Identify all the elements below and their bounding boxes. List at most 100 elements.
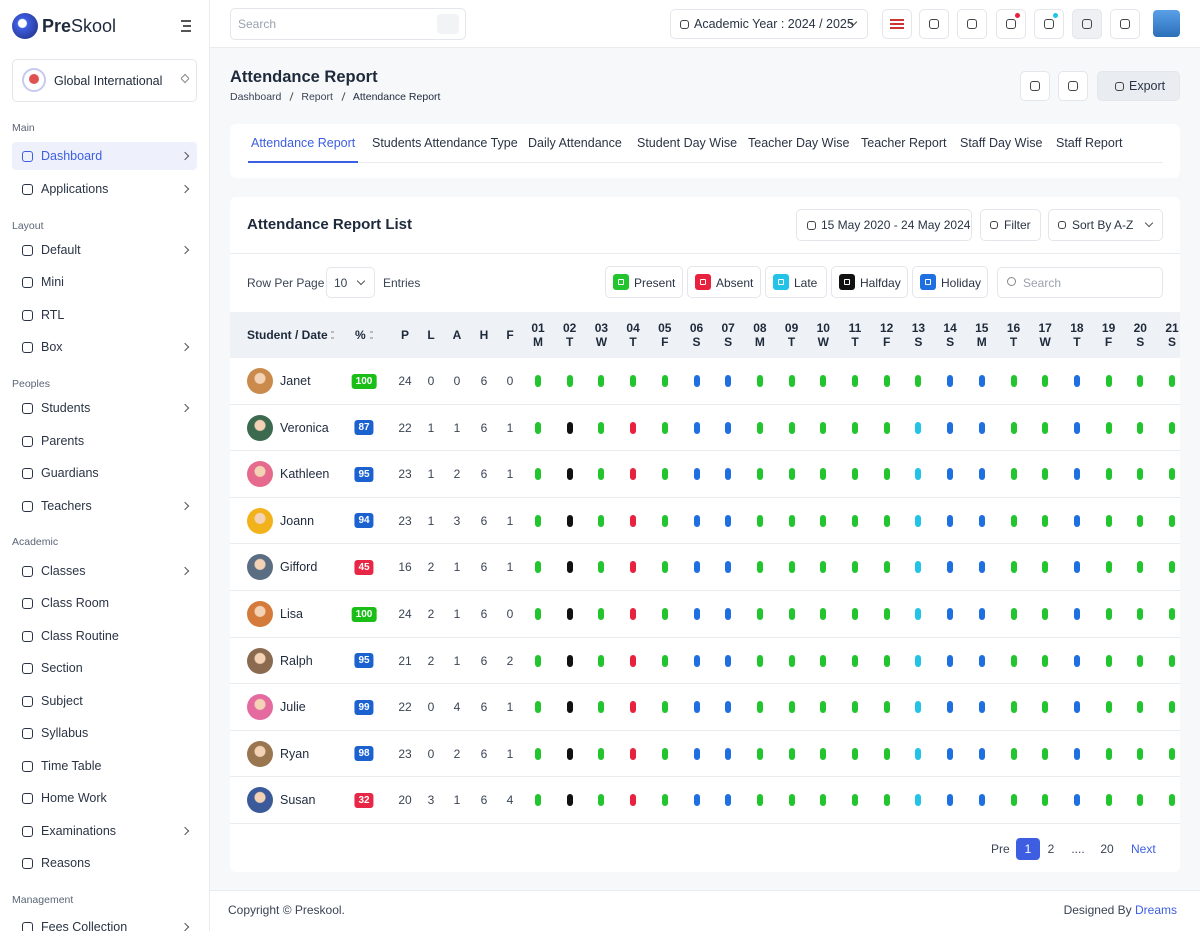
student-name[interactable]: Veronica [280, 420, 329, 435]
sidebar-item[interactable]: Fees Collection [41, 920, 128, 931]
message-dot [1053, 13, 1058, 18]
day-weekday: F [883, 335, 891, 349]
attendance-dot [756, 514, 763, 527]
header-icon-button[interactable] [996, 9, 1026, 39]
student-avatar [247, 368, 273, 394]
sidebar-item[interactable]: Reasons [41, 856, 91, 870]
header-icon-button[interactable] [919, 9, 949, 39]
sidebar-item[interactable]: Students [41, 401, 91, 415]
count-cell: 1 [453, 607, 461, 621]
header-icon-button[interactable] [957, 9, 987, 39]
attendance-dot [725, 514, 732, 527]
attendance-dot [661, 654, 668, 667]
day-number: 21 [1165, 321, 1179, 335]
attendance-dot [915, 701, 922, 714]
student-name[interactable]: Kathleen [280, 467, 330, 482]
sort-button[interactable] [1048, 209, 1163, 241]
pagination-page[interactable]: .... [1071, 842, 1085, 856]
tab[interactable]: Teacher Day Wise [748, 136, 850, 150]
student-name[interactable]: Janet [280, 374, 311, 388]
sidebar-item[interactable]: RTL [41, 308, 65, 322]
sidebar-item[interactable]: Box [41, 340, 63, 354]
sidebar-item[interactable]: Dashboard [41, 149, 103, 163]
date-range-button[interactable] [796, 209, 972, 241]
student-name[interactable]: Joann [280, 513, 315, 528]
attendance-dot [535, 375, 541, 387]
student-name[interactable]: Ryan [280, 746, 310, 761]
pagination-page[interactable]: 1 [1024, 842, 1032, 856]
pagination-next[interactable]: Next [1131, 842, 1156, 856]
attendance-dot [566, 747, 573, 760]
attendance-dot [725, 421, 732, 434]
tabs-baseline [248, 162, 1163, 163]
header-icon-button[interactable] [1034, 9, 1064, 39]
attendance-dot [915, 794, 922, 807]
sidebar-item[interactable]: Applications [41, 182, 109, 196]
tab[interactable]: Teacher Report [861, 136, 947, 150]
attendance-dot [756, 561, 763, 574]
student-avatar [247, 787, 273, 814]
icon [21, 792, 33, 804]
tab[interactable]: Staff Day Wise [960, 136, 1043, 150]
tab[interactable]: Attendance Report [251, 136, 356, 150]
search-icon [1007, 277, 1016, 286]
tab[interactable]: Students Attendance Type [372, 136, 518, 150]
count-cell: 1 [453, 560, 461, 575]
breadcrumb-item[interactable]: Dashboard [230, 91, 282, 103]
sidebar-item[interactable]: Examinations [41, 824, 117, 838]
day-weekday: S [1136, 335, 1145, 349]
sidebar-section-label: Academic [12, 536, 59, 548]
attendance-dot [630, 747, 637, 760]
print-button[interactable] [1058, 71, 1088, 101]
tab[interactable]: Student Day Wise [637, 136, 738, 150]
student-name[interactable]: Ralph [280, 653, 313, 668]
attendance-dot [978, 421, 985, 434]
pagination-prev[interactable]: Pre [991, 842, 1010, 856]
search-box[interactable] [230, 8, 466, 40]
refresh-button[interactable] [1020, 71, 1050, 101]
sidebar-item[interactable]: Section [41, 661, 83, 675]
notification-dot [1015, 13, 1020, 18]
day-number: 10 [816, 321, 830, 335]
sidebar-item[interactable]: Mini [41, 275, 64, 289]
sidebar-item[interactable]: Home Work [41, 791, 107, 805]
rows-per-page-select[interactable] [326, 267, 375, 298]
pagination-page[interactable]: 2 [1047, 842, 1055, 856]
sidebar-item[interactable]: Parents [41, 434, 85, 448]
sidebar-item[interactable]: Class Room [41, 596, 110, 610]
sidebar-item[interactable]: Classes [41, 564, 86, 578]
count-cell: 3 [427, 793, 435, 808]
tab[interactable]: Daily Attendance [528, 136, 622, 150]
student-name[interactable]: Gifford [280, 560, 318, 575]
sidebar-item[interactable]: Subject [41, 694, 83, 708]
attendance-dot [1010, 608, 1017, 620]
sidebar-item[interactable]: Class Routine [41, 629, 119, 643]
table-search[interactable] [997, 267, 1163, 298]
header-icon-button[interactable] [1072, 9, 1102, 39]
column-header[interactable]: % [355, 328, 366, 342]
column-header[interactable]: Student / Date [247, 328, 328, 342]
sidebar-item[interactable]: Time Table [41, 759, 102, 773]
breadcrumb-item[interactable]: Report [301, 91, 333, 103]
sidebar-item[interactable]: Default [41, 243, 81, 257]
day-number: 16 [1006, 321, 1021, 335]
student-name[interactable]: Lisa [280, 607, 303, 621]
breadcrumb-item: Attendance Report [352, 91, 441, 103]
header-icon-button[interactable] [1110, 9, 1140, 39]
designer-link[interactable]: Dreams [1134, 903, 1177, 917]
sidebar-item[interactable]: Teachers [41, 499, 92, 513]
tab[interactable]: Staff Report [1056, 136, 1123, 150]
icon [967, 19, 977, 29]
percent-badge: 98 [354, 746, 374, 762]
attendance-dot [1137, 747, 1144, 760]
export-button[interactable] [1097, 71, 1180, 101]
sidebar-item[interactable]: Syllabus [41, 726, 89, 740]
attendance-dot [756, 468, 763, 481]
academic-year[interactable] [670, 9, 868, 39]
sidebar-item[interactable]: Guardians [41, 466, 99, 480]
pagination-page[interactable]: 20 [1100, 842, 1114, 856]
student-name[interactable]: Julie [280, 700, 306, 715]
count-cell: 3 [453, 513, 461, 528]
student-avatar [247, 554, 273, 581]
student-name[interactable]: Susan [280, 793, 316, 808]
